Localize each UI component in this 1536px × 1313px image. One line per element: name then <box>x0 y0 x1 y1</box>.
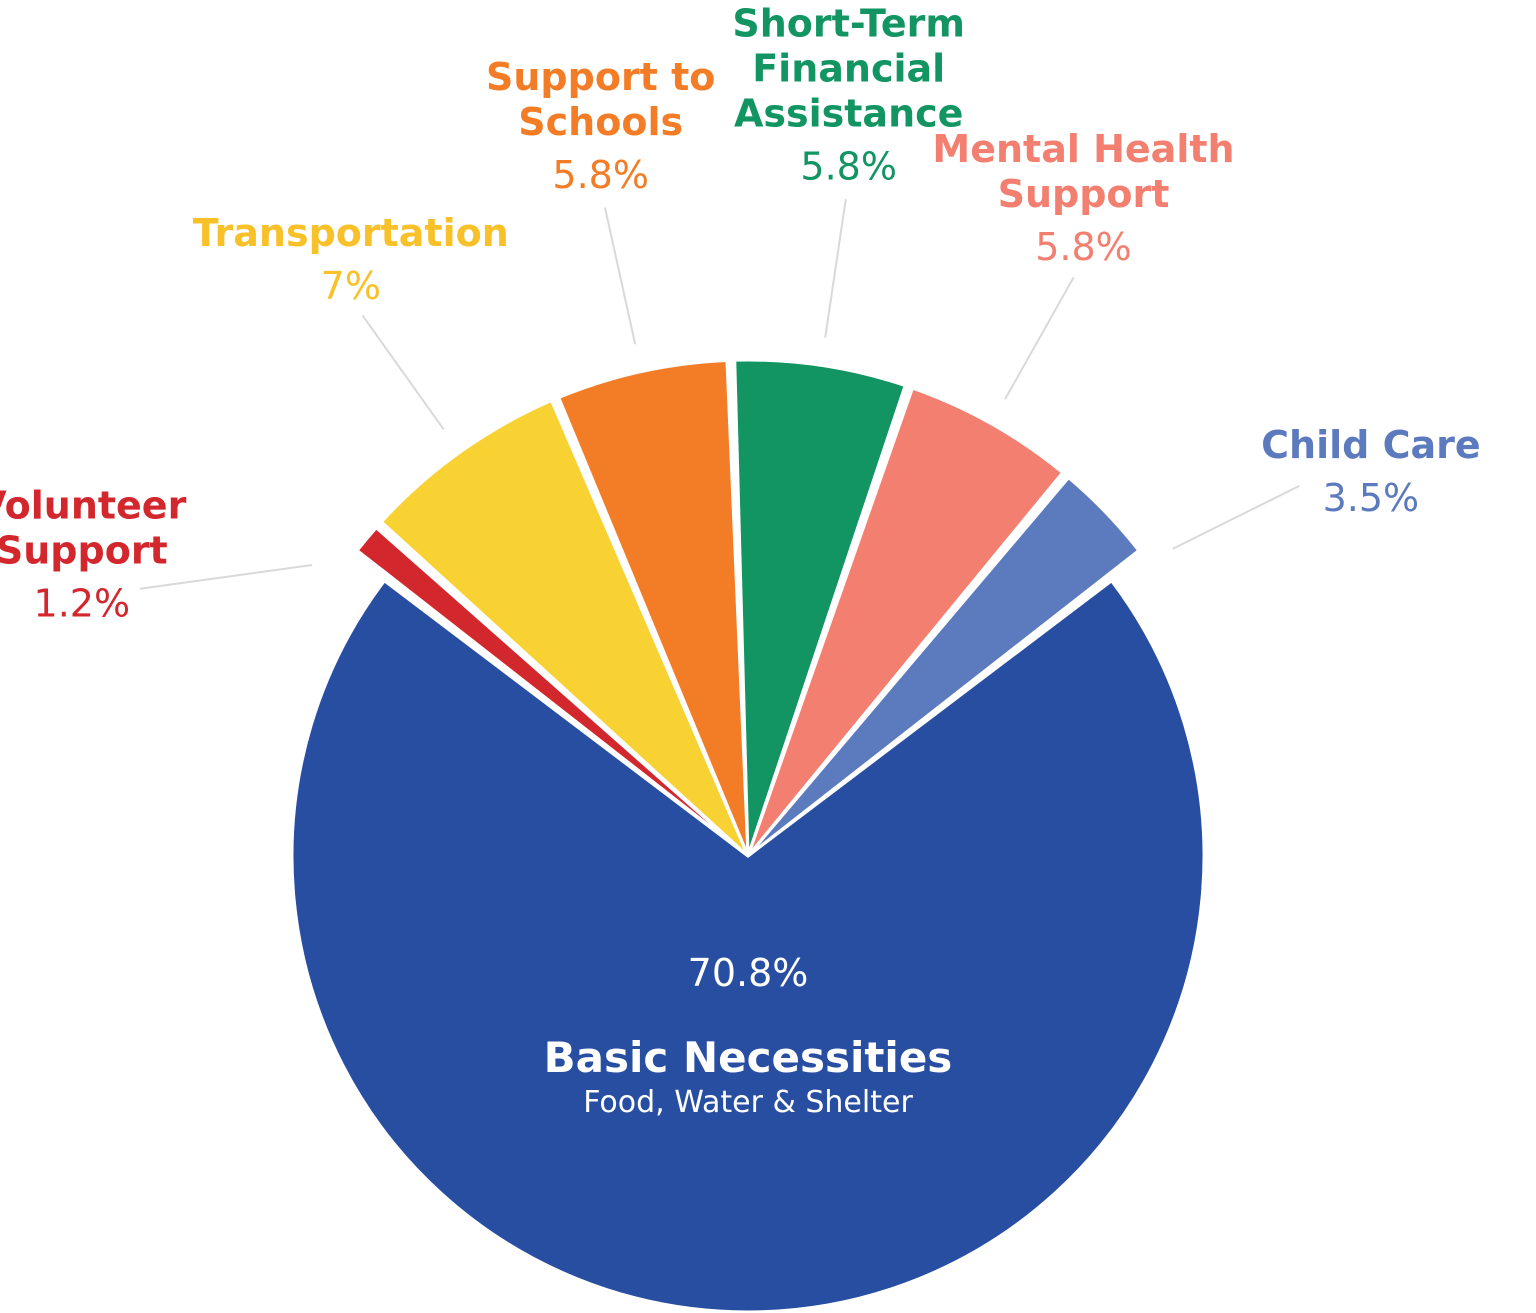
label-name-line: Volunteer <box>0 484 187 528</box>
label-name-line: Assistance <box>734 92 963 136</box>
basic-necessities-subtitle-label: Food, Water & Shelter <box>583 1085 913 1120</box>
pie-slices <box>290 358 1206 1313</box>
leader-line-volunteer-support <box>139 564 313 590</box>
label-name-line: Financial <box>752 47 945 91</box>
label-value-transportation: 7% <box>321 264 381 308</box>
label-name-line: Short-Term <box>732 2 965 46</box>
slice-transportation <box>379 399 750 858</box>
slice-labels: VolunteerSupport1.2%Transportation7%Supp… <box>0 2 1481 626</box>
label-value-support-to-schools: 5.8% <box>552 153 649 197</box>
label-name-line: Support to <box>486 55 715 99</box>
slice-volunteer-support <box>355 526 750 858</box>
label-name-line: Support <box>0 529 168 573</box>
leader-line-mental-health-support <box>1004 276 1075 400</box>
leader-line-support-to-schools <box>604 207 637 345</box>
leader-line-short-term-financial-assistance <box>824 199 847 338</box>
leader-line-child-care <box>1172 485 1300 550</box>
label-transportation: Transportation 7% <box>193 211 509 308</box>
slice-short-term-financial-assistance <box>733 358 907 858</box>
label-value-short-term-financial-assistance: 5.8% <box>800 145 897 189</box>
label-value-mental-health-support: 5.8% <box>1035 225 1132 269</box>
label-name-line: Schools <box>518 100 683 144</box>
label-child-care: Child Care 3.5% <box>1261 423 1480 520</box>
label-mental-health-support: Mental Health Support 5.8% <box>932 127 1234 269</box>
label-value-child-care: 3.5% <box>1323 476 1420 520</box>
slice-support-to-schools <box>557 358 750 858</box>
label-short-term-financial-assistance: Short-Term Financial Assistance 5.8% <box>732 2 965 189</box>
slice-mental-health-support <box>746 386 1065 858</box>
label-volunteer-support: VolunteerSupport 1.2% <box>0 484 187 626</box>
leader-line-transportation <box>361 314 445 430</box>
main-slice-label: 70.8% Basic Necessities Food, Water & Sh… <box>544 951 953 1120</box>
leader-lines <box>139 199 1300 590</box>
label-name-line: Child Care <box>1261 423 1480 467</box>
label-name-line: Mental Health <box>932 127 1234 171</box>
label-name-line: Transportation <box>193 211 509 255</box>
slice-child-care <box>746 476 1141 858</box>
label-support-to-schools: Support to Schools 5.8% <box>486 55 715 197</box>
slice-basic-necessities <box>290 579 1206 1313</box>
label-value-volunteer-support: 1.2% <box>34 582 131 626</box>
basic-necessities-value-label: 70.8% <box>688 951 809 995</box>
label-name-line: Support <box>998 172 1170 216</box>
basic-necessities-name-label: Basic Necessities <box>544 1033 953 1082</box>
